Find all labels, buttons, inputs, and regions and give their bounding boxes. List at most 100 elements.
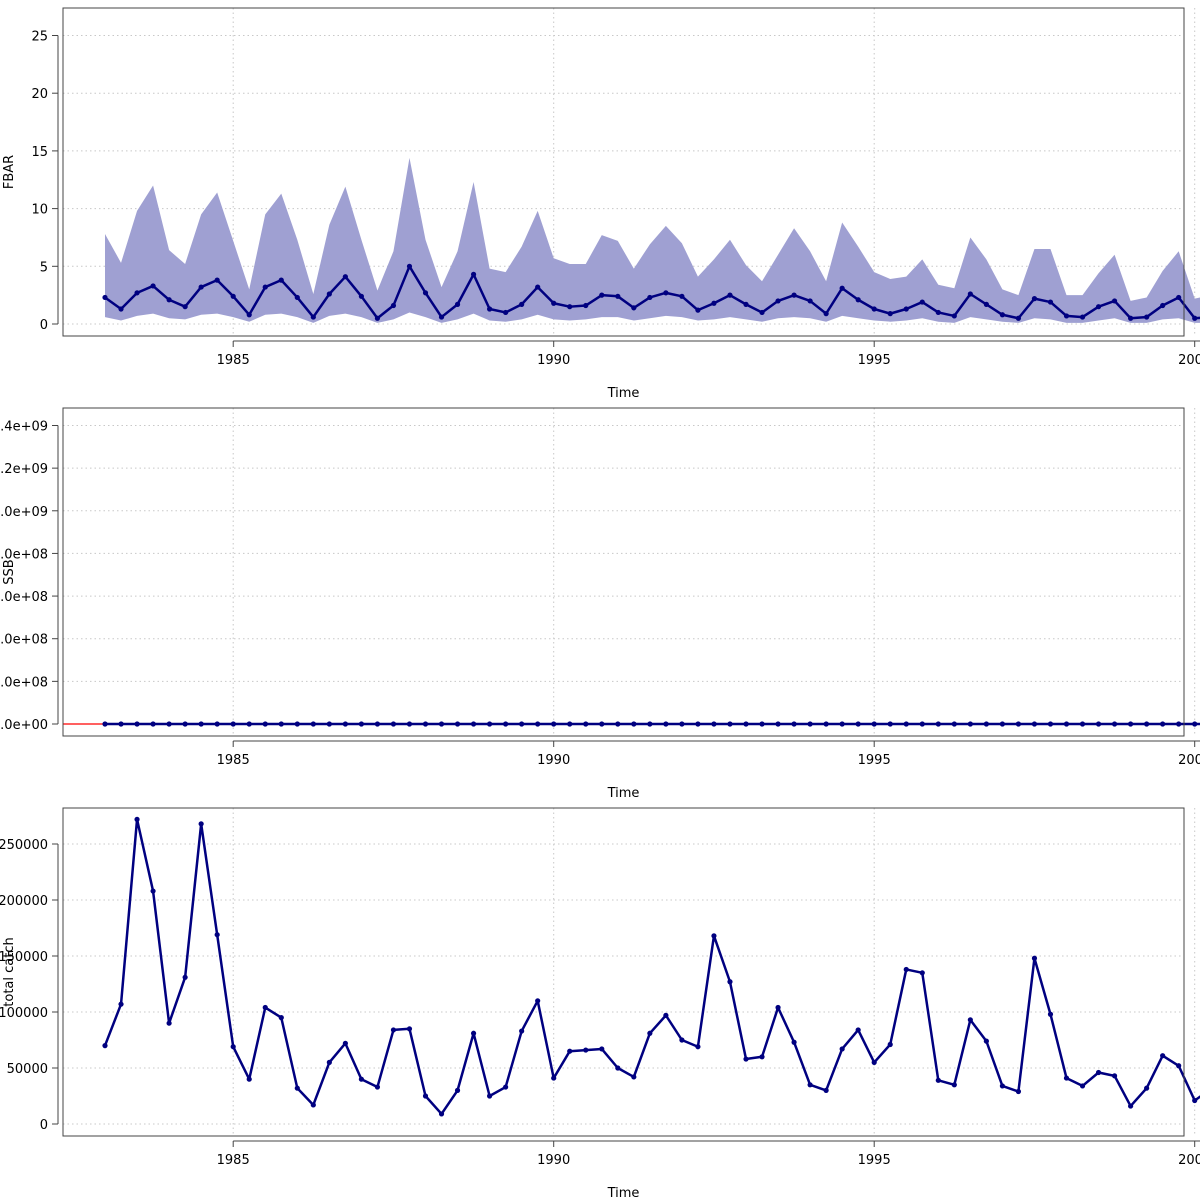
data-point [855, 721, 861, 727]
data-point [567, 1048, 573, 1054]
data-point [871, 306, 877, 312]
data-point [567, 304, 573, 310]
data-point [695, 721, 701, 727]
y-tick-label: 20 [31, 87, 48, 102]
data-point [374, 1084, 381, 1090]
data-point [919, 970, 925, 976]
data-point [695, 307, 701, 313]
data-point [951, 313, 957, 319]
data-point [1111, 1073, 1118, 1079]
data-point [1144, 721, 1150, 727]
data-point [583, 1047, 589, 1053]
data-point [150, 721, 156, 727]
data-point [118, 1001, 124, 1007]
catch-panel: 1985199019952000200520102015Time05000010… [0, 807, 1200, 1200]
data-point [663, 721, 669, 727]
x-tick-label: 1985 [217, 1153, 250, 1168]
x-tick-label: 2000 [1178, 753, 1200, 768]
data-point [102, 294, 108, 301]
data-point [663, 1012, 669, 1018]
data-point [102, 721, 108, 727]
data-point [551, 721, 557, 727]
data-point [230, 293, 236, 299]
data-point [679, 721, 685, 727]
data-point [535, 998, 541, 1004]
data-point [230, 1044, 236, 1050]
data-point [743, 1056, 749, 1062]
data-point [599, 721, 605, 727]
data-point [775, 1004, 781, 1011]
data-point [791, 1039, 797, 1045]
data-point [1063, 1075, 1070, 1081]
data-point [1176, 721, 1182, 727]
data-point [903, 306, 909, 312]
data-point [166, 297, 172, 303]
data-point [615, 293, 621, 299]
data-point [535, 284, 541, 290]
data-point [470, 721, 477, 727]
x-tick-label: 1995 [858, 353, 891, 368]
data-point [935, 1077, 941, 1083]
data-point [470, 271, 477, 277]
data-point [887, 1041, 893, 1048]
data-point [1031, 721, 1038, 727]
data-point [935, 309, 941, 316]
data-point [422, 721, 429, 727]
data-point [567, 721, 573, 727]
data-point [214, 277, 220, 283]
data-point [166, 1020, 172, 1026]
y-tick-label: 5 [40, 260, 48, 275]
data-point [1095, 1069, 1102, 1076]
data-point [903, 966, 909, 973]
data-point [631, 721, 637, 727]
data-point [246, 1076, 252, 1082]
data-point [1160, 1053, 1166, 1059]
data-point [503, 309, 509, 316]
data-point [262, 1004, 268, 1011]
x-tick-label: 2000 [1178, 353, 1200, 368]
data-point [1176, 1063, 1182, 1069]
y-tick-label: 100000 [0, 1006, 48, 1021]
data-point [1031, 296, 1038, 302]
data-point [551, 300, 557, 306]
data-point [951, 721, 957, 727]
data-point [503, 1084, 509, 1090]
y-tick-label: 1.0e+09 [0, 505, 48, 520]
data-point [551, 1075, 557, 1081]
data-point [358, 721, 364, 727]
data-point [615, 721, 621, 727]
data-point [839, 721, 845, 727]
data-point [310, 314, 316, 320]
data-point [727, 721, 733, 727]
data-point [743, 301, 749, 307]
data-point [487, 306, 493, 312]
data-point [1079, 1083, 1086, 1089]
data-point [519, 721, 525, 727]
data-point [150, 888, 156, 894]
x-tick-label: 1990 [537, 1153, 570, 1168]
data-point [262, 721, 268, 727]
y-tick-label: 15 [31, 145, 48, 160]
data-point [454, 721, 461, 727]
data-point [839, 285, 845, 291]
data-point [1192, 721, 1198, 727]
data-point [1144, 314, 1150, 320]
data-point [583, 721, 589, 727]
data-point [134, 721, 140, 727]
data-point [919, 299, 925, 305]
data-point [967, 1017, 973, 1023]
data-point [1079, 314, 1086, 320]
data-point [1128, 721, 1134, 727]
data-point [214, 721, 220, 727]
data-point [294, 294, 300, 301]
data-point [438, 1111, 445, 1117]
data-point [519, 301, 525, 307]
data-point [390, 721, 397, 727]
data-point [999, 1083, 1006, 1089]
data-point [358, 293, 364, 299]
y-tick-label: 1.4e+09 [0, 420, 48, 435]
data-point [711, 300, 717, 306]
data-point [999, 721, 1006, 727]
data-point [647, 721, 653, 727]
data-point [871, 721, 877, 727]
